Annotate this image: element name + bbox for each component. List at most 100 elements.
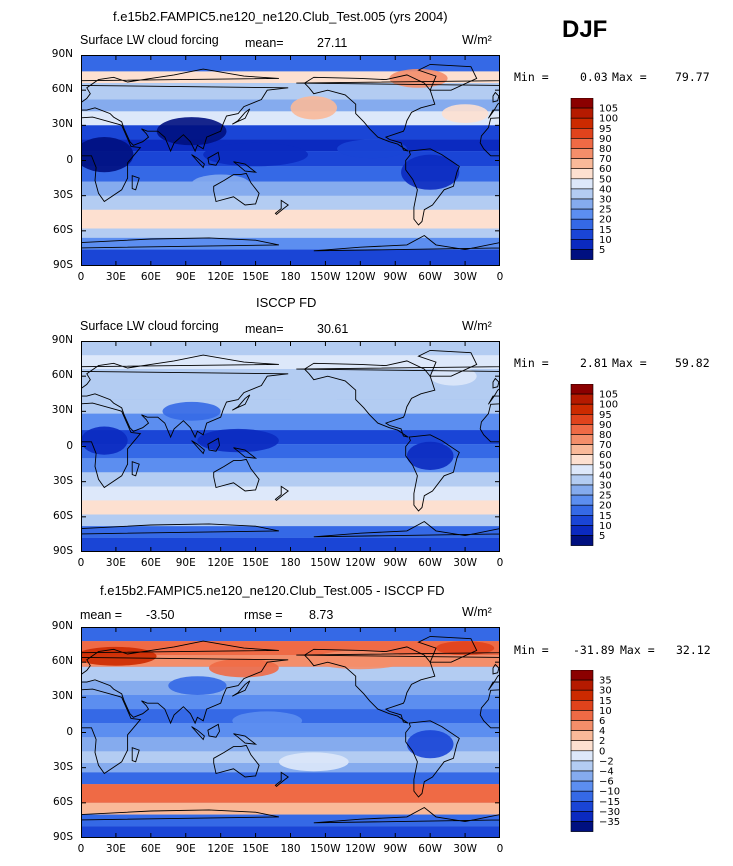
field-blob: [156, 117, 227, 146]
coastline: [479, 689, 500, 729]
coastline: [417, 63, 478, 91]
colorbar-label: −6: [599, 777, 614, 788]
panel2-min-label: Min =: [514, 356, 549, 370]
colorbar-swatch: [570, 525, 594, 536]
colorbar-swatch: [570, 821, 594, 832]
coastline: [213, 458, 260, 492]
x-tick-label: 180: [280, 843, 301, 855]
field-blob: [406, 730, 454, 759]
coastline: [303, 360, 436, 438]
colorbar-swatch: [570, 188, 594, 200]
field-band: [81, 430, 500, 445]
panel3-units: W/m²: [462, 605, 492, 619]
colorbar-swatch: [570, 434, 594, 445]
field-band: [81, 486, 500, 501]
field-band: [81, 195, 500, 210]
coastline: [207, 151, 220, 166]
colorbar-label: 40: [599, 470, 612, 481]
field-band: [81, 472, 500, 487]
field-layer: [81, 341, 500, 552]
x-tick-label: 180: [280, 271, 301, 283]
field-band: [81, 71, 500, 84]
panel3-rmse-label: rmse =: [244, 608, 283, 622]
colorbar-label: 100: [599, 400, 618, 411]
colorbar-swatch: [570, 158, 594, 169]
colorbar-label: −30: [599, 807, 620, 818]
y-tick-label: 60S: [52, 223, 73, 236]
x-tick-label: 120W: [345, 557, 376, 569]
panel2-units: W/m²: [462, 319, 492, 333]
colorbar-swatch: [570, 679, 594, 691]
x-tick-label: 150E: [242, 271, 269, 283]
field-blob: [290, 387, 338, 412]
coastline: [492, 663, 500, 675]
x-tick-label: 90W: [383, 271, 408, 283]
panel2-map: [81, 341, 500, 552]
field-band: [81, 772, 500, 785]
colorbar-label: 95: [599, 410, 612, 421]
colorbar-label: 0: [599, 746, 605, 757]
coastlines: [81, 349, 500, 552]
colorbar-label: 15: [599, 511, 612, 522]
colorbar-swatch: [570, 730, 594, 741]
x-tick-label: 150W: [310, 557, 341, 569]
y-tick-label: 30N: [51, 118, 73, 131]
field-band: [81, 99, 500, 112]
panel1-map: [81, 55, 500, 266]
y-tick-label: 90N: [51, 620, 73, 632]
colorbar-swatch: [570, 444, 594, 455]
y-tick-label: 0: [66, 153, 73, 166]
colorbar-label: 25: [599, 491, 612, 502]
colorbar-swatch: [570, 393, 594, 405]
coastline: [213, 744, 260, 778]
colorbar-label: 25: [599, 205, 612, 216]
colorbar-label: 60: [599, 450, 612, 461]
colorbar-swatch: [570, 760, 594, 772]
tick-marks: [81, 341, 500, 552]
colorbar-label: 5: [599, 531, 605, 542]
coastline: [232, 108, 251, 125]
x-tick-label: 150E: [242, 557, 269, 569]
colorbar-label: 10: [599, 235, 612, 246]
x-tick-label: 30E: [105, 271, 126, 283]
colorbar-label: 10: [599, 521, 612, 532]
y-tick-label: 60N: [51, 369, 73, 382]
colorbar-label: 95: [599, 124, 612, 135]
panel3-max-label: Max =: [620, 643, 655, 657]
coastline: [405, 148, 460, 226]
field-band: [81, 209, 500, 229]
coastline: [303, 646, 436, 724]
colorbar-swatch: [570, 127, 594, 139]
panel1-mean-value: 27.11: [317, 36, 348, 50]
coastline: [232, 394, 251, 411]
field-layer: [81, 627, 500, 838]
colorbar-label: 15: [599, 696, 612, 707]
field-band: [81, 237, 500, 250]
colorbar-label: 10: [599, 706, 612, 717]
panel3-title: f.e15b2.FAMPIC5.ne120_ne120.Club_Test.00…: [100, 583, 445, 598]
colorbar-label: −4: [599, 767, 614, 778]
y-tick-label: 60S: [52, 509, 73, 522]
x-tick-label: 0: [77, 843, 85, 855]
field-blob: [168, 676, 227, 695]
colorbar-label: 6: [599, 716, 605, 727]
colorbar-label: −10: [599, 787, 620, 798]
panel3-min-value: -31.89: [573, 643, 615, 657]
x-tick-label: 60W: [418, 843, 443, 855]
colorbar-swatch: [570, 535, 594, 546]
colorbar-swatch: [570, 750, 594, 762]
y-tick-label: 60N: [51, 655, 73, 668]
field-band: [81, 139, 500, 152]
coastline: [81, 237, 279, 266]
x-tick-label: 120E: [207, 843, 234, 855]
coastline: [207, 437, 220, 452]
field-blob: [430, 366, 477, 386]
coastlines: [81, 63, 500, 266]
coastline: [232, 680, 251, 697]
colorbar-swatch: [570, 198, 594, 210]
panel1-min-label: Min =: [514, 70, 549, 84]
coastline: [213, 172, 260, 206]
x-tick-label: 180: [280, 557, 301, 569]
